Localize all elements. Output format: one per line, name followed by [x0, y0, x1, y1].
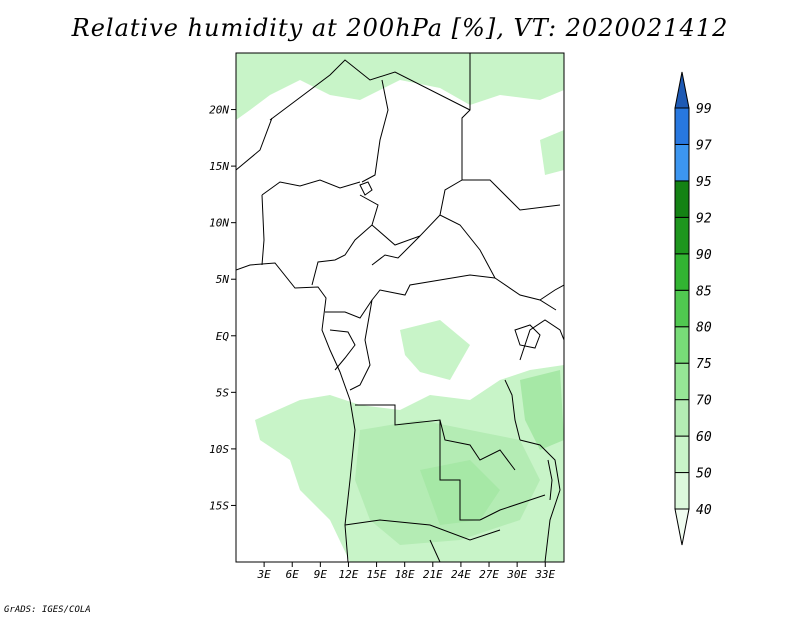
lon-tick-label: 18E	[395, 568, 415, 581]
lon-tick-label: 24E	[451, 568, 471, 581]
lon-tick-label: 9E	[314, 568, 328, 581]
lat-tick-label: 5S	[216, 386, 230, 399]
border-niger-chad	[361, 79, 389, 183]
chart-title: Relative humidity at 200hPa [%], VT: 202…	[71, 14, 729, 42]
border-cameroon-congo	[325, 274, 496, 319]
border-libya-chad	[439, 53, 471, 216]
colorbar-bin	[674, 435, 690, 474]
border-gabon-congo	[329, 329, 356, 371]
colorbar-bin	[674, 253, 690, 291]
border-algeria-niger	[269, 59, 471, 121]
colorbar-max-arrow	[674, 71, 690, 109]
humidity-area-east	[540, 130, 564, 175]
coastline	[236, 262, 356, 562]
colorbar-bin	[674, 216, 690, 255]
lake-victoria	[514, 324, 541, 349]
border-chad-car	[371, 214, 496, 279]
colorbar-bin	[674, 326, 690, 364]
colorbar-level-label: 90	[696, 248, 712, 263]
border-congo-drc	[349, 299, 373, 391]
lat-tick-label: EQ	[216, 330, 230, 343]
map-frame	[235, 52, 565, 563]
border-niger-nigeria	[261, 179, 361, 196]
lat-axis: 20N 15N 10N 5N EQ 5S 10S 15S	[209, 104, 236, 512]
humidity-shading	[236, 53, 564, 562]
border-south-sudan-drc	[494, 277, 557, 311]
humidity-area-central-congo	[400, 320, 470, 380]
border-angola-namibia	[344, 519, 501, 541]
colorbar-level-label: 92	[696, 211, 712, 226]
border-sudan-south-sudan	[462, 179, 561, 211]
colorbar: 40 50 60 70 75 80 85 90 92 95 97 99	[674, 71, 712, 546]
lon-tick-label: 21E	[423, 568, 443, 581]
colorbar-bin	[674, 180, 690, 218]
colorbar-bin	[674, 289, 690, 328]
lat-tick-label: 15S	[209, 499, 229, 512]
colorbar-level-label: 60	[696, 430, 712, 445]
lon-tick-label: 15E	[367, 568, 387, 581]
lat-tick-label: 15N	[209, 160, 229, 173]
lat-tick-label: 5N	[216, 273, 230, 286]
humidity-area-east-africa	[520, 370, 564, 450]
colorbar-level-label: 95	[696, 175, 712, 190]
colorbar-level-label: 97	[696, 138, 712, 153]
colorbar-bin	[674, 362, 690, 401]
lon-tick-label: 30E	[506, 568, 527, 581]
colorbar-level-label: 70	[696, 394, 712, 409]
lakes	[359, 181, 553, 501]
border-benin-nigeria	[261, 194, 265, 266]
colorbar-level-label: 50	[696, 467, 712, 482]
border-angola-zambia	[439, 420, 480, 521]
lake-malawi	[547, 459, 553, 501]
colorbar-level-label: 75	[696, 357, 712, 372]
lat-tick-label: 10S	[209, 443, 229, 456]
border-botswana	[429, 539, 441, 562]
lake-chad	[359, 181, 373, 196]
colorbar-bin	[674, 107, 690, 145]
border-east	[519, 319, 564, 361]
lon-tick-label: 33E	[534, 568, 555, 581]
lon-axis: 3E 6E 9E 12E 15E 18E 21E 24E 27E 30E 33E	[256, 562, 556, 581]
border-tanzania-mozambique	[519, 439, 561, 562]
colorbar-bin	[674, 143, 690, 182]
lat-tick-label: 20N	[209, 104, 229, 117]
border-kenya	[539, 284, 564, 301]
border-zambia-zimbabwe	[479, 494, 546, 521]
lon-tick-label: 12E	[339, 568, 359, 581]
lake-tanganyika	[504, 379, 521, 441]
humidity-area-north	[236, 53, 564, 120]
lat-tick-label: 10N	[209, 217, 229, 230]
colorbar-level-label: 80	[696, 321, 712, 336]
border-nigeria-cameroon	[311, 194, 379, 286]
colorbar-level-label: 40	[696, 503, 712, 518]
colorbar-bin	[674, 399, 690, 437]
colorbar-level-label: 85	[696, 284, 712, 299]
border-mali-niger	[236, 117, 273, 171]
grads-credit: GrADS: IGES/COLA	[4, 605, 91, 615]
lon-tick-label: 27E	[479, 568, 499, 581]
country-borders	[236, 53, 564, 562]
colorbar-bin	[674, 472, 690, 510]
colorbar-min-arrow	[674, 508, 690, 546]
lon-tick-label: 3E	[256, 568, 271, 581]
lon-tick-label: 6E	[286, 568, 300, 581]
border-drc-angola	[355, 404, 516, 471]
colorbar-level-label: 99	[696, 102, 712, 117]
border-cameroon-car	[371, 235, 421, 266]
